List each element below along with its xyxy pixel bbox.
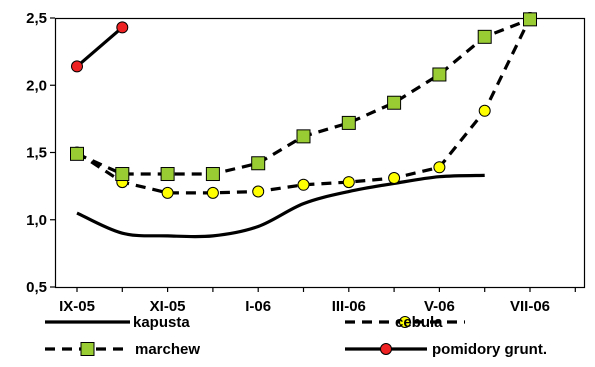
y-axis: 0,5 1,0 1,5 2,0 2,5 [26, 10, 55, 296]
data-point [160, 167, 175, 182]
series-marchew [70, 12, 537, 182]
y-tick-label: 2,0 [26, 77, 47, 94]
x-tick-label: V-06 [424, 298, 455, 315]
legend-item: cebula [345, 314, 465, 331]
series-kapusta [76, 173, 485, 239]
data-point [387, 95, 402, 110]
legend-label: marchew [135, 341, 200, 358]
x-tick-label: IX-05 [59, 298, 95, 315]
x-tick-label: III-06 [332, 298, 366, 315]
series-line [75, 26, 124, 68]
data-point [115, 167, 130, 182]
series-line [76, 17, 531, 176]
data-point [477, 29, 492, 44]
series-line [76, 17, 532, 195]
data-point [432, 67, 447, 82]
data-point [206, 186, 219, 199]
data-point [70, 146, 84, 161]
data-point [342, 176, 355, 189]
data-point [297, 178, 310, 191]
data-point [251, 156, 266, 171]
x-tick-label: I-06 [245, 298, 271, 315]
data-point [341, 115, 356, 130]
data-point [433, 161, 446, 174]
data-point [252, 185, 265, 198]
data-point [116, 21, 129, 34]
y-tick-label: 1,0 [26, 212, 47, 229]
data-point [388, 172, 401, 185]
x-tick-label: VII-06 [510, 298, 550, 315]
data-point [71, 60, 83, 73]
series-layer [70, 12, 537, 239]
x-tick-label: XI-05 [150, 298, 186, 315]
plot-area-frame [54, 17, 586, 289]
y-tick-label: 1,5 [26, 145, 47, 162]
legend-item: marchew [45, 341, 200, 358]
data-point [161, 186, 174, 199]
legend-marker [380, 343, 392, 355]
data-point [296, 129, 311, 144]
data-point [523, 12, 537, 27]
series-line [76, 173, 485, 239]
legend-marker [80, 342, 95, 356]
legend-item: pomidory grunt. [345, 341, 547, 358]
legend-label: kapusta [133, 314, 190, 331]
legend-item: kapusta [45, 314, 190, 331]
x-axis: IX-05 XI-05 I-06 III-06 V-06 VII-06 [59, 287, 576, 315]
y-tick-label: 2,5 [26, 10, 47, 27]
data-point [478, 104, 491, 117]
legend: kapusta cebula marchew pomidory grunt. [45, 314, 547, 358]
data-point [205, 167, 220, 182]
legend-label: cebula [395, 314, 443, 331]
y-tick-label: 0,5 [26, 279, 47, 296]
legend-marker [399, 316, 411, 328]
legend-label: pomidory grunt. [432, 341, 547, 358]
series-pomidory-grunt [71, 21, 129, 73]
series-cebula [71, 12, 536, 199]
